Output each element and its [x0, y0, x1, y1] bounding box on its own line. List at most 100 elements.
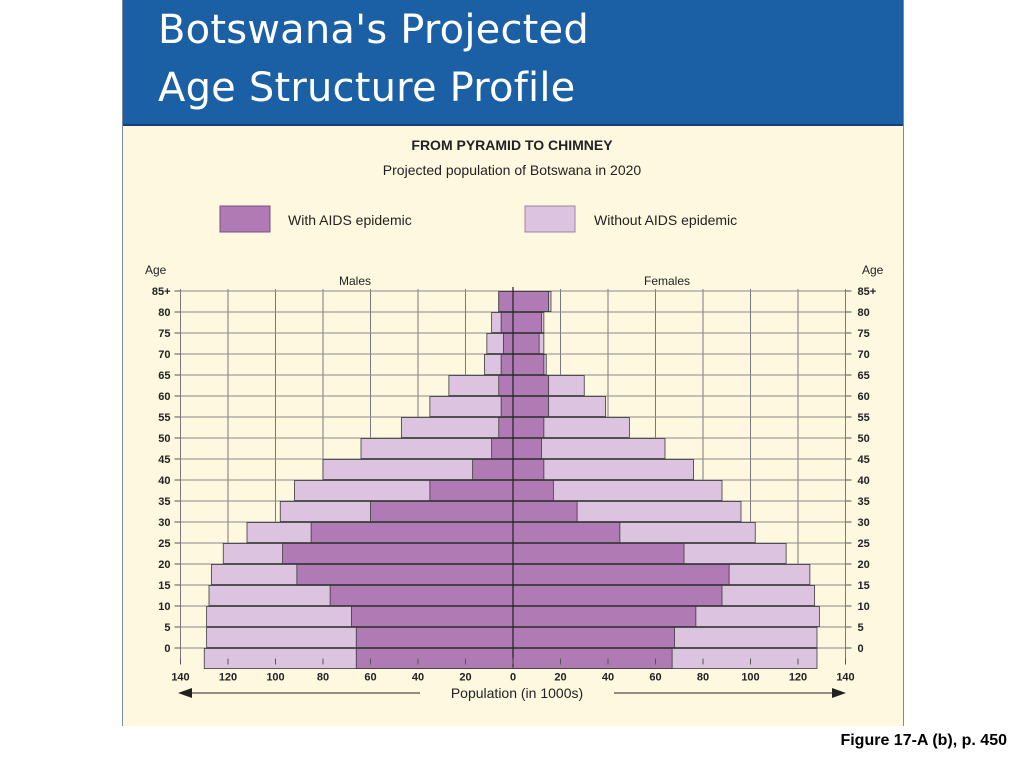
legend-swatch-without-aids [524, 205, 576, 233]
figure-caption: Figure 17-A (b), p. 450 [840, 732, 1007, 749]
age-label-right: 45 [858, 454, 870, 466]
bar-female-with-aids [512, 375, 550, 396]
age-label-right: 40 [858, 475, 870, 487]
chart-bars [203, 287, 820, 669]
x-tick-label: 0 [510, 672, 516, 684]
legend-swatch-with-aids [219, 205, 271, 233]
age-label-right: 60 [858, 391, 870, 403]
chart-text: FROM PYRAMID TO CHIMNEY Projected popula… [145, 137, 884, 701]
bar-male-with-aids [310, 522, 514, 543]
bar-male-without-aids [400, 417, 514, 438]
bar-male-with-aids [355, 627, 514, 648]
age-label-left: 60 [158, 391, 170, 403]
age-label-left: 0 [164, 643, 170, 655]
x-tick-label: 20 [554, 672, 566, 684]
bar-male-with-aids [351, 606, 514, 627]
bar-male-with-aids [498, 375, 514, 396]
age-label-right: 75 [858, 328, 870, 340]
age-label-left: 40 [158, 475, 170, 487]
age-label-left: 55 [158, 412, 170, 424]
bar-female-with-aids [512, 543, 685, 564]
bar-female-with-aids [512, 438, 542, 459]
age-label-left: 20 [158, 559, 170, 571]
x-tick-label: 140 [836, 672, 854, 684]
age-axis-label-right: Age [862, 263, 884, 277]
age-label-left: 25 [158, 538, 170, 550]
x-tick-label: 60 [364, 672, 376, 684]
bar-female-with-aids [512, 396, 550, 417]
x-tick-label: 120 [219, 672, 237, 684]
arrow-left-head [178, 688, 192, 698]
bar-male-without-aids [360, 438, 514, 459]
age-label-right: 25 [858, 538, 870, 550]
age-label-left: 35 [158, 496, 170, 508]
females-label: Females [644, 274, 690, 288]
x-axis-label: Population (in 1000s) [451, 685, 583, 701]
bar-male-with-aids [296, 564, 514, 585]
age-label-left: 5 [164, 622, 170, 634]
age-label-right: 10 [858, 601, 870, 613]
bar-male-with-aids [491, 438, 514, 459]
age-label-right: 70 [858, 349, 870, 361]
bar-male-with-aids [500, 354, 514, 375]
bar-male-with-aids [500, 312, 514, 333]
age-label-left: 85+ [152, 286, 171, 298]
age-axis-label-left: Age [145, 263, 167, 277]
bar-female-with-aids [512, 480, 554, 501]
bar-female-with-aids [512, 522, 621, 543]
bar-female-with-aids [512, 606, 697, 627]
legend-label-with-aids: With AIDS epidemic [288, 212, 412, 228]
legend-label-without-aids: Without AIDS epidemic [594, 212, 737, 228]
arrow-right-head [832, 688, 846, 698]
age-label-left: 80 [158, 307, 170, 319]
x-tick-label: 80 [697, 672, 709, 684]
x-tick-label: 40 [412, 672, 424, 684]
bar-male-with-aids [498, 291, 514, 312]
bar-male-with-aids [329, 585, 514, 606]
bar-female-with-aids [512, 291, 550, 312]
age-label-left: 45 [158, 454, 170, 466]
x-tick-label: 40 [602, 672, 614, 684]
bar-female-with-aids [512, 333, 540, 354]
males-label: Males [339, 274, 371, 288]
age-label-right: 5 [858, 622, 864, 634]
bar-female-with-aids [512, 648, 673, 669]
age-label-left: 30 [158, 517, 170, 529]
bar-male-with-aids [370, 501, 514, 522]
age-label-right: 85+ [858, 286, 877, 298]
x-tick-labels: 140 120 100 80 60 40 20 0 20 40 60 80 100 120 140 [171, 658, 855, 684]
age-label-right: 15 [858, 580, 870, 592]
slide-title-line-1: Botswana's Projected [158, 7, 589, 53]
age-label-right: 55 [858, 412, 870, 424]
bar-female-with-aids [512, 627, 675, 648]
bar-female-with-aids [512, 564, 730, 585]
age-label-right: 35 [858, 496, 870, 508]
chart-subtitle: Projected population of Botswana in 2020 [383, 162, 642, 178]
bar-female-with-aids [512, 312, 542, 333]
bar-male-with-aids [500, 396, 514, 417]
bar-female-with-aids [512, 585, 723, 606]
age-label-left: 50 [158, 433, 170, 445]
age-label-left: 70 [158, 349, 170, 361]
age-label-left: 10 [158, 601, 170, 613]
x-tick-label: 120 [789, 672, 807, 684]
age-label-left: 75 [158, 328, 170, 340]
age-label-right: 50 [858, 433, 870, 445]
age-label-right: 0 [858, 643, 864, 655]
x-tick-label: 140 [171, 672, 189, 684]
age-label-right: 20 [858, 559, 870, 571]
age-label-right: 80 [858, 307, 870, 319]
age-label-right: 65 [858, 370, 870, 382]
bar-female-with-aids [512, 354, 545, 375]
bar-male-without-aids [429, 396, 514, 417]
bar-female-with-aids [512, 459, 545, 480]
bar-male-with-aids [503, 333, 514, 354]
bar-male-with-aids [498, 417, 514, 438]
age-label-left: 65 [158, 370, 170, 382]
slide-title-line-2: Age Structure Profile [158, 65, 576, 111]
x-tick-label: 100 [741, 672, 759, 684]
bar-female-with-aids [512, 501, 578, 522]
bar-female-with-aids [512, 417, 545, 438]
